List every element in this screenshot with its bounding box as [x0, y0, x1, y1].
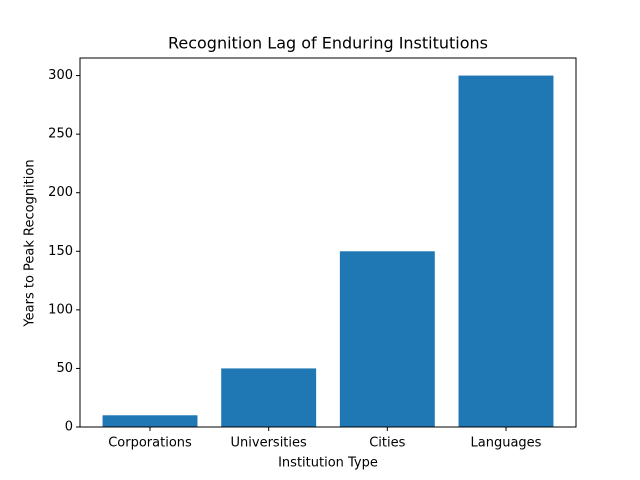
y-tick-label: 200: [48, 185, 73, 200]
bar: [458, 75, 554, 428]
y-tick-label: 50: [56, 361, 73, 376]
y-tick-label: 0: [65, 420, 73, 435]
x-tick-label: Corporations: [108, 436, 192, 451]
y-tick-label: 150: [48, 244, 73, 259]
x-tick-label: Languages: [471, 436, 542, 451]
x-tick-label: Cities: [369, 436, 405, 451]
bar: [339, 251, 435, 427]
y-tick-label: 100: [48, 302, 73, 317]
bar: [102, 415, 198, 427]
plot-frame: [79, 57, 577, 428]
x-axis-label: Institution Type: [278, 456, 378, 471]
y-tick-label: 300: [48, 68, 73, 83]
y-tick-label: 250: [48, 127, 73, 142]
chart-title: Recognition Lag of Enduring Institutions: [168, 34, 488, 53]
bar: [221, 368, 317, 427]
x-tick-label: Universities: [231, 436, 307, 451]
y-axis-label: Years to Peak Recognition: [23, 159, 38, 327]
